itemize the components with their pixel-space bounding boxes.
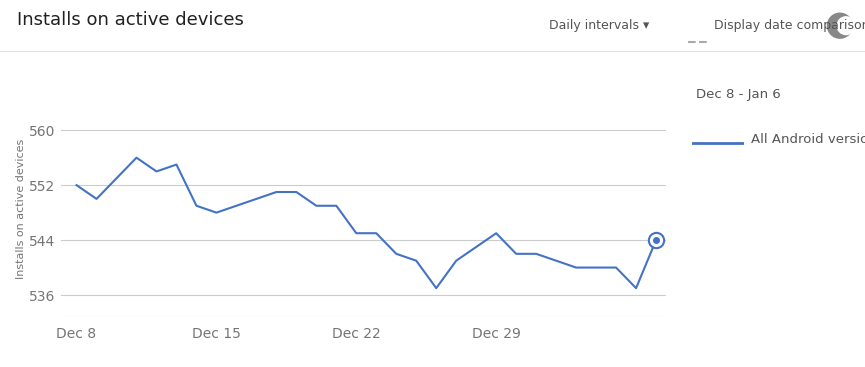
- Circle shape: [837, 17, 855, 34]
- Y-axis label: Installs on active devices: Installs on active devices: [16, 139, 26, 279]
- Text: Display date comparison: Display date comparison: [714, 19, 865, 32]
- Circle shape: [828, 13, 852, 38]
- Text: Installs on active devices: Installs on active devices: [17, 11, 244, 29]
- Text: Dec 8 - Jan 6: Dec 8 - Jan 6: [696, 88, 781, 101]
- Text: Daily intervals ▾: Daily intervals ▾: [549, 19, 650, 32]
- Text: All Android versions: All Android versions: [751, 133, 865, 146]
